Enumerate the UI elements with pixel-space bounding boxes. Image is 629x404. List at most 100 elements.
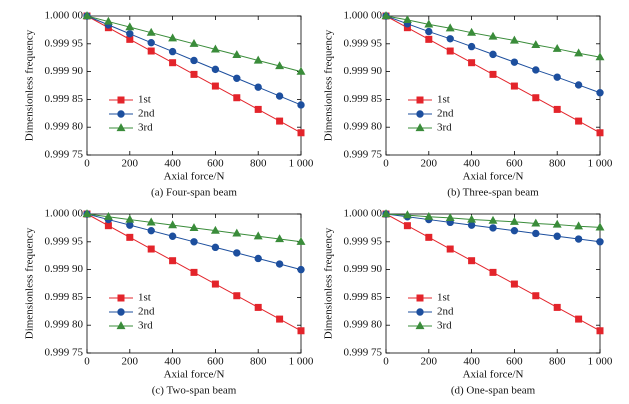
marker xyxy=(488,31,498,40)
x-tick-label: 1 000 xyxy=(588,356,613,368)
marker xyxy=(574,48,584,57)
y-tick-label: 0.999 75 xyxy=(45,347,84,359)
marker xyxy=(446,245,454,253)
y-tick-label: 0.999 80 xyxy=(344,319,383,331)
y-axis-label: Dimensionless frequency xyxy=(24,29,36,141)
marker xyxy=(531,40,541,49)
marker xyxy=(276,315,284,323)
plot-frame xyxy=(385,15,601,156)
y-tick-label: 0.999 85 xyxy=(45,93,84,105)
marker xyxy=(425,27,433,36)
marker xyxy=(126,30,134,38)
marker xyxy=(425,233,433,241)
legend-label: 1st xyxy=(138,94,151,106)
marker xyxy=(233,249,241,257)
y-axis-label: Dimensionless frequency xyxy=(24,227,36,339)
y-tick-label: 0.999 90 xyxy=(45,65,84,77)
marker xyxy=(552,43,562,52)
chart-panel: 0.999 75 0.999 80 0.999 85 0.999 90 0.999 95… xyxy=(323,10,613,199)
marker xyxy=(232,50,242,59)
marker xyxy=(552,219,562,228)
y-axis-label: Dimensionless frequency xyxy=(323,227,335,339)
marker xyxy=(446,47,454,55)
marker xyxy=(595,222,605,231)
marker xyxy=(233,94,241,102)
x-tick-label: 400 xyxy=(164,356,181,368)
marker xyxy=(276,117,284,125)
legend-label: 2nd xyxy=(138,306,155,318)
legend-marker xyxy=(117,96,125,104)
y-tick-label: 0.999 75 xyxy=(344,347,383,359)
marker xyxy=(168,220,178,229)
marker xyxy=(275,61,285,70)
marker xyxy=(297,327,305,335)
marker xyxy=(147,245,155,253)
legend-label: 2nd xyxy=(138,108,155,120)
marker xyxy=(210,225,220,234)
legend-marker xyxy=(117,294,125,302)
marker xyxy=(596,89,604,97)
marker xyxy=(297,129,305,137)
marker xyxy=(403,222,411,230)
y-tick-label: 0.999 75 xyxy=(344,149,383,161)
x-tick-label: 1 000 xyxy=(289,158,314,170)
y-tick-label: 0.999 95 xyxy=(45,37,84,49)
marker xyxy=(553,232,561,240)
marker xyxy=(211,243,220,252)
marker xyxy=(489,268,497,276)
marker xyxy=(489,70,497,78)
x-axis-label: Axial force/N xyxy=(463,369,524,381)
marker xyxy=(253,55,263,64)
marker xyxy=(467,27,477,36)
marker xyxy=(168,33,178,42)
caption: (a) Four-span beam xyxy=(151,187,237,199)
marker xyxy=(189,223,199,231)
marker xyxy=(468,59,476,67)
x-tick-label: 800 xyxy=(549,356,566,368)
marker xyxy=(574,81,583,89)
y-tick-label: 0.999 85 xyxy=(344,291,383,303)
y-tick-label: 0.999 80 xyxy=(45,121,84,133)
chart-panel: 0.999 75 0.999 80 0.999 85 0.999 90 0.999 95… xyxy=(24,208,314,397)
chart-panel: 0.999 75 0.999 80 0.999 85 0.999 90 0.999 95… xyxy=(323,208,613,397)
marker xyxy=(296,66,306,75)
marker xyxy=(574,221,584,230)
x-tick-label: 600 xyxy=(506,356,523,368)
marker xyxy=(510,82,518,90)
y-tick-label: 0.999 80 xyxy=(344,121,383,133)
marker xyxy=(275,260,284,268)
marker xyxy=(424,19,434,28)
marker xyxy=(445,23,455,32)
marker xyxy=(125,214,135,223)
marker xyxy=(103,16,113,25)
marker xyxy=(211,280,219,288)
y-tick-label: 1.000 00 xyxy=(344,10,383,22)
marker xyxy=(381,11,391,20)
marker xyxy=(510,280,518,288)
marker xyxy=(488,215,498,224)
marker xyxy=(297,265,305,274)
legend-marker xyxy=(117,308,125,316)
x-axis-label: Axial force/N xyxy=(463,171,524,183)
x-tick-label: 0 xyxy=(383,356,389,368)
marker xyxy=(125,22,135,31)
marker xyxy=(532,66,540,74)
marker xyxy=(297,101,305,109)
x-tick-label: 0 xyxy=(383,158,389,170)
y-tick-label: 0.999 85 xyxy=(344,93,383,105)
x-axis-label: Axial force/N xyxy=(164,369,225,381)
x-tick-label: 0 xyxy=(84,158,90,170)
legend-marker xyxy=(415,123,425,132)
marker xyxy=(489,50,497,59)
legend-label: 2nd xyxy=(437,306,454,318)
marker xyxy=(489,224,497,232)
marker xyxy=(575,117,583,125)
marker xyxy=(253,231,263,240)
x-tick-label: 400 xyxy=(463,356,480,368)
marker xyxy=(190,70,198,78)
y-tick-label: 0.999 95 xyxy=(344,235,383,247)
chart-panel: 0.999 75 0.999 80 0.999 85 0.999 90 0.999 95… xyxy=(24,10,314,199)
marker xyxy=(211,82,219,90)
marker xyxy=(189,38,199,47)
marker xyxy=(169,59,177,67)
